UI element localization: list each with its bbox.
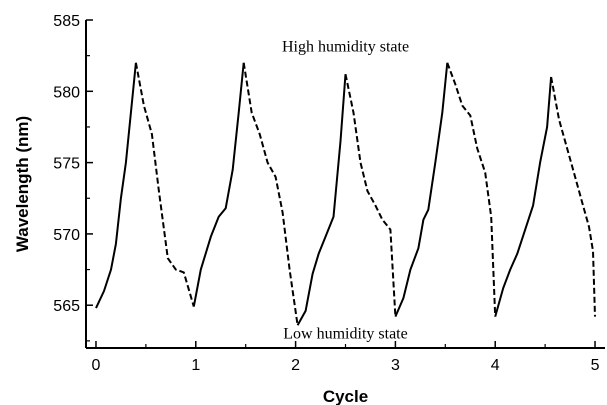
x-tick-label-1: 1 (191, 357, 200, 374)
x-tick-label-2: 2 (291, 357, 300, 374)
y-tick-label-580: 580 (53, 84, 80, 101)
x-tick-label-0: 0 (92, 357, 101, 374)
solid-series-segment-2 (192, 62, 245, 307)
y-tick-label-575: 575 (53, 156, 80, 173)
dashed-series-segment-5 (550, 76, 596, 317)
dashed-series-segment-3 (344, 73, 397, 317)
solid-series-segment-4 (394, 62, 449, 317)
plot-frame (85, 20, 605, 349)
x-tick-label-5: 5 (591, 357, 600, 374)
dashed-series-segment-1 (134, 62, 195, 307)
y-tick-label-570: 570 (53, 227, 80, 244)
y-tick-label-585: 585 (53, 13, 80, 30)
x-tick-label-3: 3 (391, 357, 400, 374)
solid-series-segment-5 (494, 76, 553, 317)
low-humidity-label: Low humidity state (283, 325, 407, 342)
series-layer (95, 62, 596, 326)
dashed-series-segment-4 (446, 62, 497, 317)
y-tick-label-565: 565 (53, 298, 80, 315)
annotations: High humidity state Low humidity state (282, 39, 409, 343)
high-humidity-label: High humidity state (282, 39, 409, 56)
dashed-series-segment-2 (242, 62, 299, 326)
ticks-layer: 565 570 575 580 585 0 1 2 3 4 5 (53, 13, 599, 374)
solid-series-segment-3 (296, 74, 347, 326)
solid-series-segment-1 (95, 62, 137, 309)
x-axis-title: Cycle (323, 387, 368, 405)
x-tick-label-4: 4 (491, 357, 500, 374)
y-axis-title: Wavelength (nm) (13, 116, 32, 252)
